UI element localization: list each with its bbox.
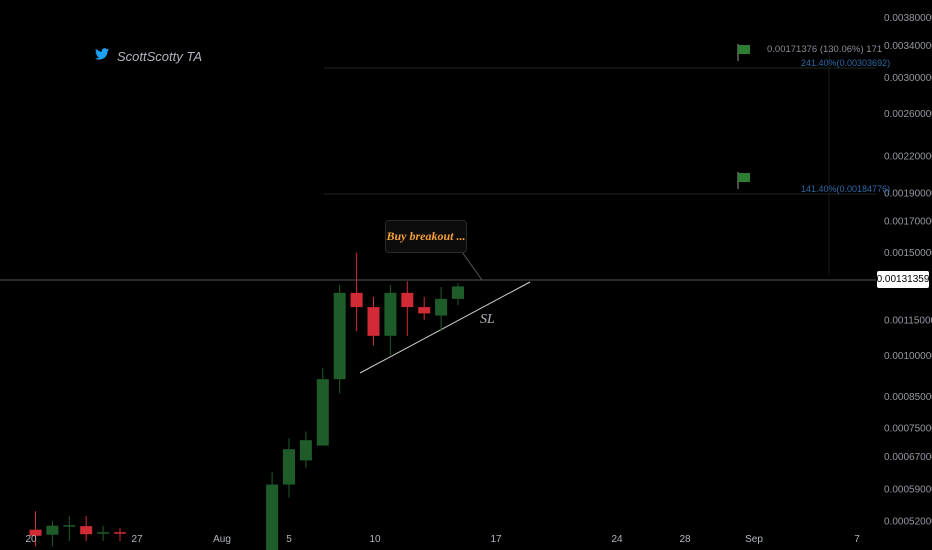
target-info: 0.00171376 (130.06%) 171: [767, 44, 883, 55]
callout-pointer: [461, 251, 483, 281]
candle-body: [401, 292, 414, 308]
candle-body: [316, 379, 329, 446]
candle-body: [283, 449, 295, 485]
candle-body: [435, 298, 448, 316]
price-tick-label: 0.00052000: [884, 516, 932, 527]
time-tick-label: 7: [854, 534, 860, 545]
flag-icon: [737, 172, 750, 189]
price-tick-label: 0.00260000: [884, 109, 932, 120]
time-tick-label: 20: [25, 534, 37, 545]
time-tick-label: 10: [369, 534, 381, 545]
brand-handle: ScottScotty TA: [117, 48, 203, 64]
fib-level-lower-label: 141.40%(0.00184776): [801, 184, 891, 194]
candle-body: [384, 292, 397, 336]
candle-body: [333, 292, 346, 380]
current-price-tag: 0.00131359: [877, 271, 929, 288]
time-tick-label: Sep: [745, 534, 763, 545]
price-tick-label: 0.00380000: [884, 13, 932, 24]
buy-breakout-callout: Buy breakout ...: [385, 220, 467, 253]
target-flags: [737, 44, 750, 189]
candles: [29, 252, 464, 550]
price-tick-label: 0.00170000: [884, 217, 932, 228]
candle-body: [350, 292, 363, 308]
price-tick-label: 0.00100000: [884, 351, 932, 362]
flag-icon: [737, 44, 750, 61]
stop-loss-label: SL: [480, 312, 495, 327]
time-tick-label: 27: [131, 534, 143, 545]
watermark: ScottScotty TA: [95, 47, 202, 65]
price-tick-label: 0.00075000: [884, 424, 932, 435]
price-tick-label: 0.00067000: [884, 452, 932, 463]
time-tick-label: Aug: [213, 534, 231, 545]
candle-body: [46, 525, 59, 535]
candle-body: [80, 526, 93, 535]
price-tick-label: 0.00115000: [884, 315, 932, 326]
time-tick-label: 5: [286, 534, 292, 545]
time-tick-label: 28: [679, 534, 691, 545]
support-trendline: [359, 281, 531, 374]
price-tick-label: 0.00340000: [884, 41, 932, 52]
price-tick-label: 0.00059000: [884, 484, 932, 495]
candle-body: [29, 529, 42, 536]
price-tick-label: 0.00085000: [884, 392, 932, 403]
price-tick-label: 0.00300000: [884, 73, 932, 84]
price-tick-label: 0.00220000: [884, 151, 932, 162]
time-tick-label: 17: [490, 534, 502, 545]
candle-body: [452, 286, 464, 299]
time-tick-label: 24: [611, 534, 623, 545]
candle-body: [418, 307, 431, 314]
candle-body: [97, 532, 110, 534]
price-tick-label: 0.00150000: [884, 248, 932, 259]
twitter-bird-icon: [95, 47, 109, 65]
fib-level-upper-label: 241.40%(0.00303692): [801, 58, 891, 68]
candle-body: [367, 307, 380, 336]
candle-body: [114, 532, 126, 534]
candle-body: [63, 525, 76, 527]
candle-body: [266, 484, 279, 550]
price-axis: 0.00380000 0.00340000 0.00300000 0.00260000…: [884, 13, 932, 527]
candle-body: [299, 440, 312, 461]
reference-lines: [0, 45, 876, 374]
time-axis: 20 27 Aug 5 10 17 24 28 Sep 7: [25, 534, 860, 545]
price-tick-label: 0.00190000: [884, 188, 932, 199]
